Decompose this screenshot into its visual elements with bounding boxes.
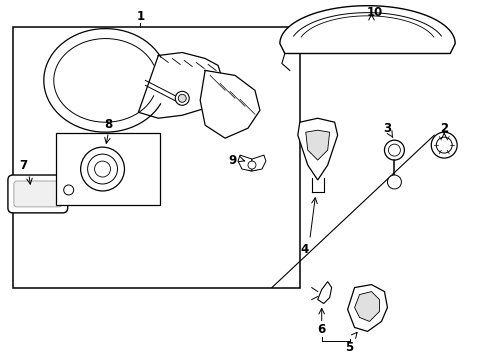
Polygon shape <box>200 71 260 138</box>
Circle shape <box>436 137 452 153</box>
Circle shape <box>175 91 189 105</box>
Circle shape <box>388 175 401 189</box>
Polygon shape <box>347 285 388 332</box>
Text: 7: 7 <box>19 158 27 172</box>
FancyBboxPatch shape <box>14 181 62 207</box>
Text: 5: 5 <box>345 341 354 354</box>
Text: 6: 6 <box>318 323 326 336</box>
Circle shape <box>178 94 186 102</box>
Text: 1: 1 <box>136 10 145 23</box>
Polygon shape <box>252 155 266 171</box>
Bar <box>13 27 300 288</box>
Text: 8: 8 <box>104 118 113 131</box>
Polygon shape <box>306 130 330 160</box>
Text: 4: 4 <box>301 243 309 256</box>
Polygon shape <box>318 282 332 303</box>
Polygon shape <box>245 159 260 171</box>
Circle shape <box>389 144 400 156</box>
Circle shape <box>64 185 74 195</box>
Polygon shape <box>355 292 379 321</box>
Polygon shape <box>238 155 252 171</box>
FancyBboxPatch shape <box>8 175 68 213</box>
Circle shape <box>248 161 256 169</box>
Bar <box>56 133 160 205</box>
Polygon shape <box>280 6 455 54</box>
Text: 10: 10 <box>367 6 383 19</box>
Text: 9: 9 <box>228 154 236 167</box>
Circle shape <box>431 132 457 158</box>
Text: 3: 3 <box>383 122 392 135</box>
Text: 2: 2 <box>440 122 448 135</box>
Polygon shape <box>298 118 338 180</box>
Circle shape <box>385 140 404 160</box>
Polygon shape <box>138 53 222 118</box>
